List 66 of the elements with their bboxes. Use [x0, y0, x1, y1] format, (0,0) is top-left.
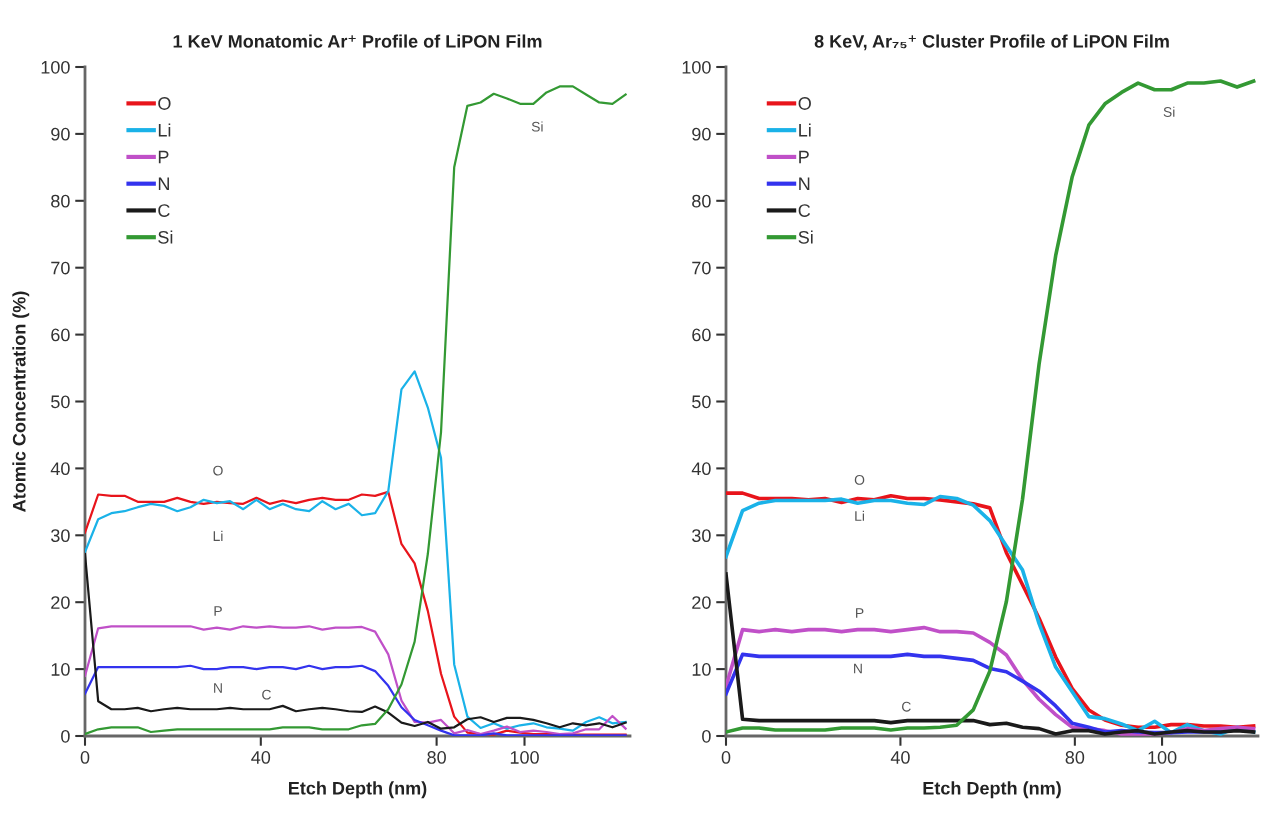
x-tick-label: 80 — [1065, 751, 1085, 764]
y-tick-label: 10 — [51, 663, 70, 676]
legend-label: Si — [158, 230, 173, 244]
legend-label: C — [798, 204, 811, 217]
y-tick-label: 100 — [682, 60, 711, 74]
annotation: O — [854, 475, 865, 485]
line-series — [726, 79, 1256, 734]
y-tick-label: 50 — [51, 395, 70, 409]
x-axis-title: Etch Depth (nm) — [923, 781, 1061, 799]
y-tick-label: 60 — [692, 328, 711, 342]
x-tick-label: 0 — [80, 751, 90, 764]
y-tick-label: 0 — [702, 729, 711, 743]
y-tick-label: 90 — [692, 127, 711, 141]
legend-label: Si — [798, 230, 813, 244]
y-tick-label: 0 — [61, 729, 70, 743]
line-series — [85, 552, 627, 730]
y-tick-label: 20 — [692, 596, 711, 609]
x-axis-title: Etch Depth (nm) — [289, 781, 427, 799]
annotation: C — [902, 701, 911, 712]
annotation: C — [262, 689, 271, 700]
line-series — [85, 664, 627, 736]
annotation: N — [854, 663, 862, 674]
line-series — [85, 85, 627, 736]
line-series — [85, 625, 627, 736]
line-series — [726, 572, 1256, 736]
x-tick-label: 0 — [721, 751, 731, 764]
legend-label: O — [158, 97, 171, 110]
y-tick-label: 30 — [51, 529, 70, 543]
y-tick-label: 60 — [51, 328, 70, 342]
annotation: Li — [213, 530, 223, 541]
annotation: Si — [531, 121, 543, 132]
annotation: Si — [1163, 106, 1175, 117]
y-tick-label: 40 — [50, 462, 70, 476]
y-tick-label: 70 — [692, 261, 711, 275]
y-tick-label: 20 — [51, 596, 70, 609]
chart-title: 1 KeV Monatomic Ar⁺ Profile of LiPON Film — [173, 34, 542, 48]
y-tick-label: 80 — [51, 194, 70, 208]
y-tick-label: 90 — [51, 127, 70, 141]
y-tick-label: 80 — [692, 194, 711, 208]
x-tick-label: 40 — [890, 751, 910, 764]
legend-label: P — [158, 150, 169, 164]
legend-label: Li — [799, 123, 811, 137]
annotation: N — [214, 683, 222, 693]
line-series — [85, 370, 627, 732]
legend-label: Li — [158, 123, 171, 137]
legend-label: C — [158, 204, 170, 217]
annotation: O — [213, 465, 223, 476]
x-tick-label: 100 — [510, 751, 539, 764]
x-tick-label: 80 — [427, 751, 446, 764]
y-tick-label: 100 — [41, 60, 70, 74]
annotation: P — [856, 608, 864, 618]
legend-label: O — [798, 97, 811, 110]
legend-label: P — [799, 150, 809, 164]
x-tick-label: 40 — [251, 751, 271, 764]
y-tick-label: 10 — [692, 663, 711, 676]
y-tick-label: 70 — [51, 261, 70, 275]
annotation: P — [214, 606, 222, 616]
y-tick-label: 40 — [691, 462, 711, 476]
chart-title: 8 KeV, Ar₇₅⁺ Cluster Profile of LiPON Film — [814, 34, 1169, 51]
legend-label: N — [799, 177, 810, 190]
y-axis-title: Atomic Concentration (%) — [12, 291, 30, 512]
y-tick-label: 30 — [692, 529, 711, 543]
legend-label: N — [158, 177, 169, 190]
y-tick-label: 50 — [692, 395, 711, 409]
annotation: Li — [855, 510, 864, 521]
x-tick-label: 100 — [1148, 751, 1177, 764]
